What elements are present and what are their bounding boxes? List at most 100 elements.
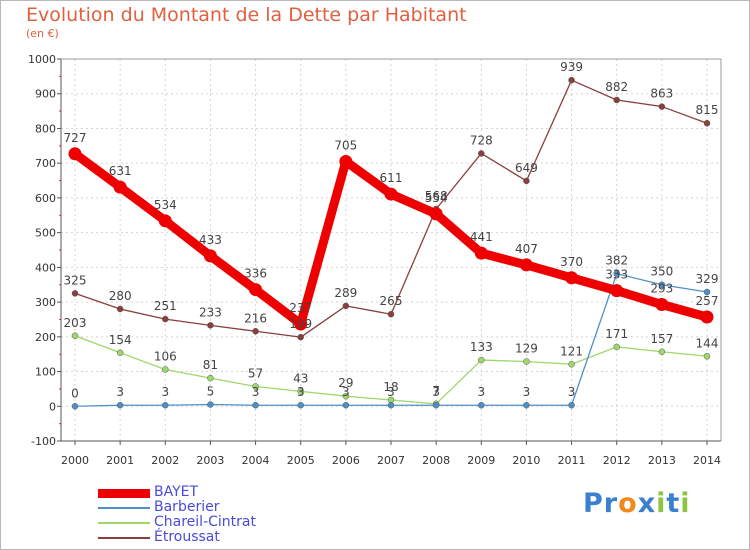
- data-point-chareil-cintrat: [297, 388, 304, 395]
- data-point-bayet: [655, 298, 669, 312]
- data-label-etroussat: 815: [696, 103, 719, 117]
- data-label-chareil-cintrat: 57: [248, 366, 263, 380]
- x-tick-label: 2009: [467, 454, 495, 467]
- data-label-etroussat: 265: [380, 294, 403, 308]
- legend-swatch-etroussat: [98, 537, 150, 539]
- logo-letter: r: [603, 488, 619, 519]
- data-label-bayet: 727: [64, 131, 87, 145]
- data-label-chareil-cintrat: 129: [515, 341, 538, 355]
- x-tick-label: 2007: [377, 454, 405, 467]
- data-point-barberier: [568, 401, 575, 409]
- data-point-chareil-cintrat: [703, 353, 711, 360]
- data-label-etroussat: 649: [515, 161, 538, 175]
- data-point-barberier: [703, 288, 711, 296]
- data-point-barberier: [478, 401, 485, 409]
- data-point-etroussat: [342, 302, 350, 310]
- data-label-bayet: 534: [154, 198, 177, 212]
- y-tick-label: -100: [31, 435, 56, 448]
- x-tick-label: 2000: [61, 454, 89, 467]
- x-tick-label: 2003: [196, 454, 224, 467]
- x-tick-label: 2012: [603, 454, 631, 467]
- data-point-bayet: [158, 214, 172, 228]
- data-point-etroussat: [387, 310, 395, 318]
- data-point-chareil-cintrat: [613, 343, 620, 351]
- data-point-barberier: [523, 401, 530, 409]
- data-label-barberier: 5: [207, 385, 215, 399]
- legend-swatch-chareil-cintrat: [98, 522, 150, 524]
- data-label-bayet: 333: [605, 268, 628, 282]
- legend-swatch-bayet: [98, 488, 150, 498]
- data-label-bayet: 433: [199, 233, 222, 247]
- y-tick-label: 400: [35, 261, 56, 274]
- data-label-bayet: 407: [515, 242, 538, 256]
- data-point-bayet: [700, 310, 714, 324]
- data-point-barberier: [116, 401, 124, 409]
- data-point-barberier: [162, 401, 169, 409]
- data-label-chareil-cintrat: 106: [154, 349, 177, 363]
- chart-title: Evolution du Montant de la Dette par Hab…: [26, 4, 467, 26]
- x-tick-label: 2002: [151, 454, 179, 467]
- logo-letter: o: [618, 488, 638, 519]
- data-point-chareil-cintrat: [342, 392, 350, 400]
- data-point-chareil-cintrat: [71, 332, 79, 340]
- data-label-barberier: 329: [696, 272, 719, 286]
- data-point-barberier: [613, 270, 620, 277]
- x-tick-label: 2014: [693, 454, 721, 467]
- data-point-bayet: [384, 187, 398, 201]
- data-label-chareil-cintrat: 157: [650, 332, 673, 346]
- data-label-barberier: 3: [116, 385, 124, 399]
- data-label-barberier: 3: [568, 385, 576, 399]
- data-label-bayet: 441: [470, 230, 493, 244]
- data-point-etroussat: [523, 177, 530, 185]
- x-tick-label: 2001: [106, 454, 134, 467]
- y-tick-label: 1000: [28, 53, 56, 66]
- data-point-etroussat: [478, 150, 485, 157]
- data-label-etroussat: 251: [154, 299, 177, 313]
- data-label-etroussat: 233: [199, 305, 222, 319]
- data-label-etroussat: 325: [64, 273, 87, 287]
- data-point-bayet: [519, 258, 533, 272]
- data-point-bayet: [294, 317, 308, 331]
- data-label-chareil-cintrat: 203: [64, 316, 87, 330]
- data-point-etroussat: [297, 333, 304, 341]
- y-tick-label: 100: [35, 366, 56, 379]
- data-point-etroussat: [703, 119, 711, 127]
- y-tick-label: 900: [35, 88, 56, 101]
- data-point-etroussat: [207, 322, 214, 329]
- data-label-bayet: 631: [109, 164, 132, 178]
- data-point-chareil-cintrat: [523, 358, 530, 365]
- y-tick-label: 800: [35, 122, 56, 135]
- legend-swatch-barberier: [98, 507, 150, 509]
- x-tick-label: 2005: [287, 454, 315, 467]
- legend-label-barberier: Barberier: [154, 499, 220, 515]
- logo-letter: P: [583, 488, 604, 519]
- data-point-bayet: [429, 207, 443, 221]
- data-label-chareil-cintrat: 121: [560, 344, 583, 358]
- data-point-bayet: [610, 284, 624, 298]
- data-label-etroussat: 216: [244, 311, 267, 325]
- data-label-etroussat: 863: [650, 87, 673, 101]
- data-label-barberier: 3: [523, 385, 531, 399]
- data-point-bayet: [113, 180, 127, 194]
- proxiti-logo: Proxiti: [583, 488, 691, 519]
- data-point-chareil-cintrat: [162, 366, 169, 373]
- x-tick-label: 2004: [242, 454, 270, 467]
- data-label-bayet: 237: [289, 301, 312, 315]
- data-point-barberier: [432, 401, 440, 409]
- data-point-barberier: [658, 281, 666, 288]
- data-point-bayet: [68, 147, 82, 161]
- data-point-chareil-cintrat: [658, 348, 666, 356]
- legend-label-chareil-cintrat: Chareil-Cintrat: [154, 514, 256, 530]
- data-point-bayet: [474, 246, 488, 260]
- data-label-barberier: 350: [650, 265, 673, 279]
- data-point-barberier: [387, 401, 395, 409]
- data-label-etroussat: 280: [109, 289, 132, 303]
- data-point-etroussat: [162, 315, 169, 323]
- data-label-barberier: 3: [477, 385, 485, 399]
- data-label-barberier: 0: [71, 386, 79, 400]
- data-point-bayet: [249, 283, 263, 297]
- data-label-bayet: 611: [380, 171, 403, 185]
- data-label-barberier: 3: [161, 385, 169, 399]
- data-label-bayet: 705: [334, 138, 357, 152]
- data-label-etroussat: 199: [289, 317, 312, 331]
